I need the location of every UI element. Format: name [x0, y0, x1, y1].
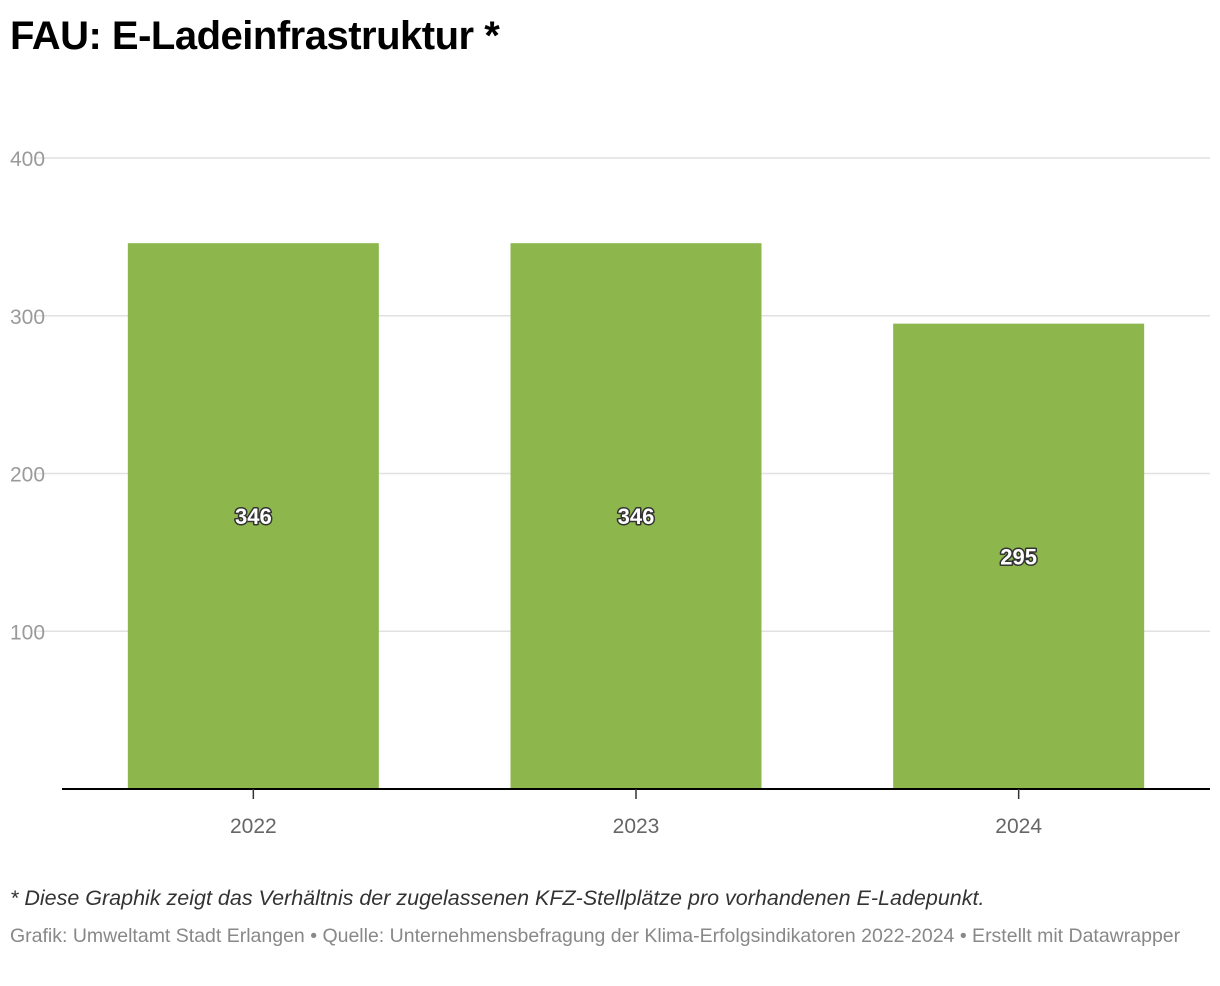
chart-title: FAU: E-Ladeinfrastruktur * — [10, 14, 500, 58]
y-axis-tick-labels: 100 200 300 400 — [10, 148, 45, 644]
y-tick-label: 100 — [10, 621, 45, 644]
y-tick-label: 300 — [10, 306, 45, 329]
x-tick-label: 2023 — [613, 815, 660, 838]
footnote: * Diese Graphik zeigt das Verhältnis der… — [10, 886, 985, 910]
x-tick-label: 2022 — [230, 815, 277, 838]
bar-value-label: 346 — [618, 504, 655, 529]
x-tick-label: 2024 — [995, 815, 1042, 838]
bar-2024 — [893, 323, 1145, 789]
bar-2022 — [127, 243, 379, 789]
bar-chart: 100 200 300 400 346 346 295 2022 2023 2024 — [10, 148, 1210, 838]
bar-value-label: 295 — [1000, 544, 1037, 569]
bar-2023 — [510, 243, 762, 789]
credits-line: Grafik: Umweltamt Stadt Erlangen • Quell… — [10, 925, 1181, 947]
bar-value-label: 346 — [235, 504, 272, 529]
bar-value-labels: 346 346 295 — [233, 503, 1038, 571]
bars — [127, 243, 1145, 789]
y-tick-label: 400 — [10, 148, 45, 171]
y-tick-label: 200 — [10, 464, 45, 487]
x-axis-ticks: 2022 2023 2024 — [230, 789, 1042, 838]
